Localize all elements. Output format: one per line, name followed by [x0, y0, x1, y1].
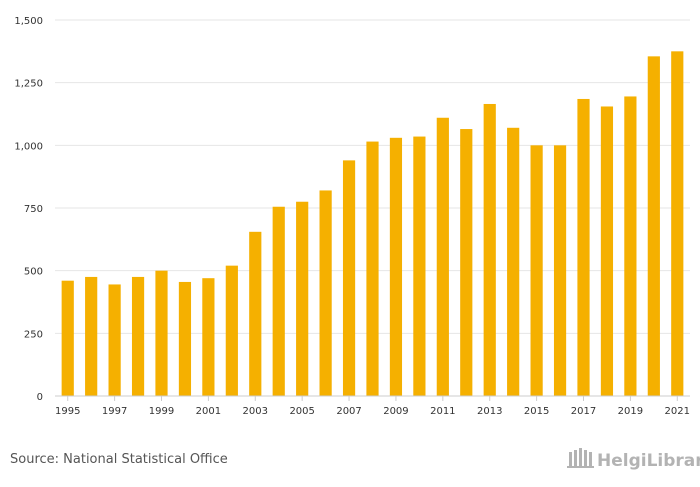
bar-2021[interactable]: [671, 51, 684, 396]
bar-2002[interactable]: [225, 265, 238, 396]
x-tick-label: 2009: [383, 406, 408, 417]
bar-2009[interactable]: [389, 137, 403, 396]
bar-1997[interactable]: [108, 284, 121, 396]
bar-2000[interactable]: [178, 281, 192, 396]
bar-2006[interactable]: [319, 190, 332, 396]
bar-2015[interactable]: [530, 145, 543, 396]
y-tick-label: 0: [37, 392, 43, 403]
library-building-icon: [567, 448, 594, 468]
bars: [61, 51, 684, 397]
logo-text: HelgiLibrary.: [597, 451, 700, 471]
bar-2001[interactable]: [202, 278, 215, 396]
x-tick-label: 1997: [102, 406, 127, 417]
source-label: Source: National Statistical Office: [10, 452, 228, 467]
y-tick-label: 1,500: [14, 16, 43, 27]
bar-2011[interactable]: [436, 117, 449, 396]
y-tick-label: 250: [24, 329, 43, 340]
x-tick-label: 2011: [430, 406, 455, 417]
bar-2004[interactable]: [272, 206, 285, 396]
bar-2003[interactable]: [249, 231, 262, 396]
logo[interactable]: HelgiLibrary.: [567, 448, 700, 471]
x-tick-label: 2021: [665, 406, 690, 417]
y-axis-ticks: 0 250 500 750 1,000 1,250 1,500: [14, 16, 43, 403]
bar-2016[interactable]: [553, 145, 567, 396]
bar-2007[interactable]: [342, 160, 356, 396]
bar-2013[interactable]: [483, 103, 496, 396]
x-tick-label: 2013: [477, 406, 502, 417]
x-tick-label: 2007: [336, 406, 361, 417]
x-tick-label: 2005: [289, 406, 314, 417]
bar-2020[interactable]: [647, 56, 660, 396]
bar-2014[interactable]: [507, 127, 520, 396]
y-tick-label: 1,250: [14, 79, 43, 90]
y-tick-label: 500: [24, 267, 43, 278]
x-tick-label: 2019: [618, 406, 643, 417]
x-tick-label: 2017: [571, 406, 596, 417]
x-tick-label: 2015: [524, 406, 549, 417]
bar-2012[interactable]: [460, 129, 473, 397]
bar-2019[interactable]: [624, 96, 637, 396]
bar-2017[interactable]: [577, 98, 590, 397]
x-tick-label: 2003: [243, 406, 268, 417]
bar-1998[interactable]: [131, 276, 145, 396]
x-tick-label: 1999: [149, 406, 174, 417]
x-axis-ticks: 1995 1997 1999 2001 2003 2005 2007 2009 2011 2013…: [55, 396, 690, 417]
bar-2005[interactable]: [296, 201, 309, 396]
bar-2008[interactable]: [366, 141, 379, 396]
y-tick-label: 750: [24, 204, 43, 215]
bar-2010[interactable]: [413, 136, 426, 396]
bar-1996[interactable]: [85, 276, 98, 396]
y-tick-label: 1,000: [14, 141, 43, 152]
bar-2018[interactable]: [600, 106, 614, 396]
x-tick-label: 1995: [55, 406, 80, 417]
bar-1995[interactable]: [61, 280, 74, 396]
bar-1999[interactable]: [155, 270, 168, 396]
x-tick-label: 2001: [196, 406, 221, 417]
